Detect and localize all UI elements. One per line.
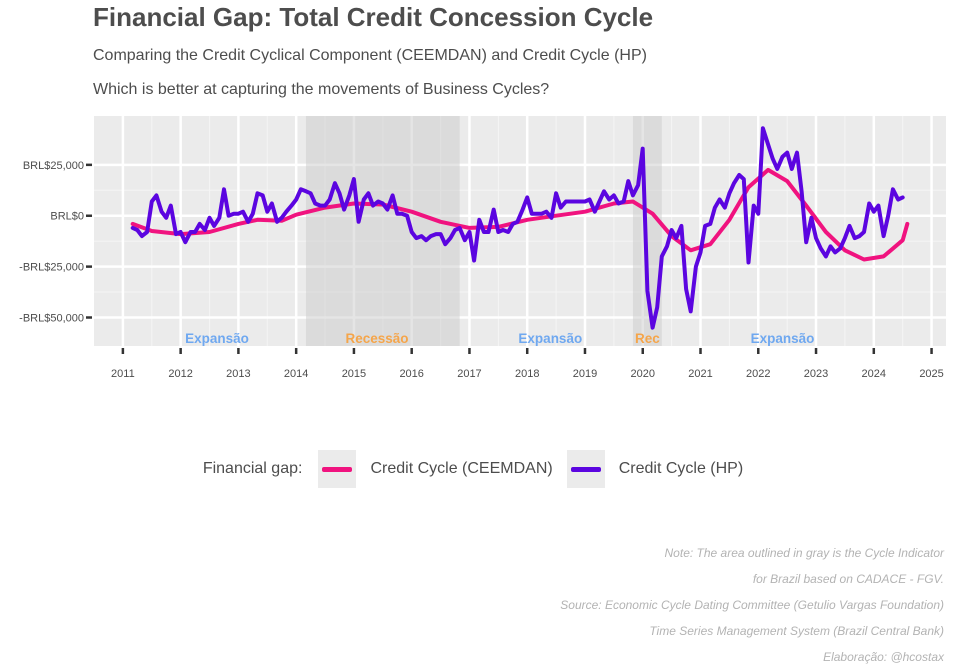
x-tick-label: 2012 [168,368,192,380]
axes: 2011 2012 2013 2014 2015 2016 2017 2018 2019 2020… [19,160,944,380]
x-tick-label: 2019 [573,368,597,380]
legend: Financial gap: Credit Cycle (CEEMDAN) Cr… [0,448,960,490]
caption-note: Note: The area outlined in gray is the C… [664,546,944,560]
plot-panel [94,116,946,346]
y-tick-label: -BRL$50,000 [19,313,84,325]
phase-label-1: Recessão [346,331,409,346]
x-tick-label: 2018 [515,368,539,380]
y-tick-label: BRL$25,000 [23,160,84,172]
caption-source: Source: Economic Cycle Dating Committee … [560,598,944,612]
line-chart: Expansão Recessão Expansão Rec Expansão 2011… [19,116,946,380]
x-tick-label: 2014 [284,368,308,380]
legend-title: Financial gap: [202,460,303,477]
series-lines [130,126,910,330]
x-tick-label: 2017 [457,368,481,380]
y-tick-label: -BRL$25,000 [19,262,84,274]
legend-label-ceemdan: Credit Cycle (CEEMDAN) [370,460,553,477]
x-tick-label: 2025 [919,368,943,380]
x-tick-label: 2013 [226,368,250,380]
chart-title: Financial Gap: Total Credit Concession C… [93,2,654,32]
phase-label-3: Rec [635,331,660,346]
phase-label-4: Expansão [751,331,815,346]
caption: Note: The area outlined in gray is the C… [560,540,944,670]
x-tick-label: 2024 [862,368,886,380]
x-tick-label: 2022 [746,368,770,380]
chart-subtitle: Comparing the Credit Cyclical Component … [93,47,647,64]
x-tick-label: 2015 [342,368,366,380]
y-tick-label: BRL$0 [50,211,84,223]
x-tick-label: 2021 [688,368,712,380]
legend-label-hp: Credit Cycle (HP) [618,460,744,477]
caption-author: Elaboração: @hcostax [823,650,944,664]
x-tick-label: 2020 [631,368,655,380]
legend-key-hp [566,450,605,488]
x-tick-label: 2011 [111,368,135,380]
panel-background [94,116,946,346]
recession-band-0 [305,116,460,346]
x-tick-label: 2016 [399,368,423,380]
caption-note-2: for Brazil based on CADACE - FGV. [752,572,944,586]
caption-source-2: Time Series Management System (Brazil Ce… [649,624,944,638]
series-line-hp [130,126,905,330]
phase-label-0: Expansão [185,331,249,346]
series-line-ceemdan [130,167,910,262]
x-tick-label: 2023 [804,368,828,380]
phase-label-2: Expansão [518,331,582,346]
legend-key-ceemdan [318,450,357,488]
phase-labels: Expansão Recessão Expansão Rec Expansão [185,331,814,346]
chart-question: Which is better at capturing the movemen… [93,81,550,98]
